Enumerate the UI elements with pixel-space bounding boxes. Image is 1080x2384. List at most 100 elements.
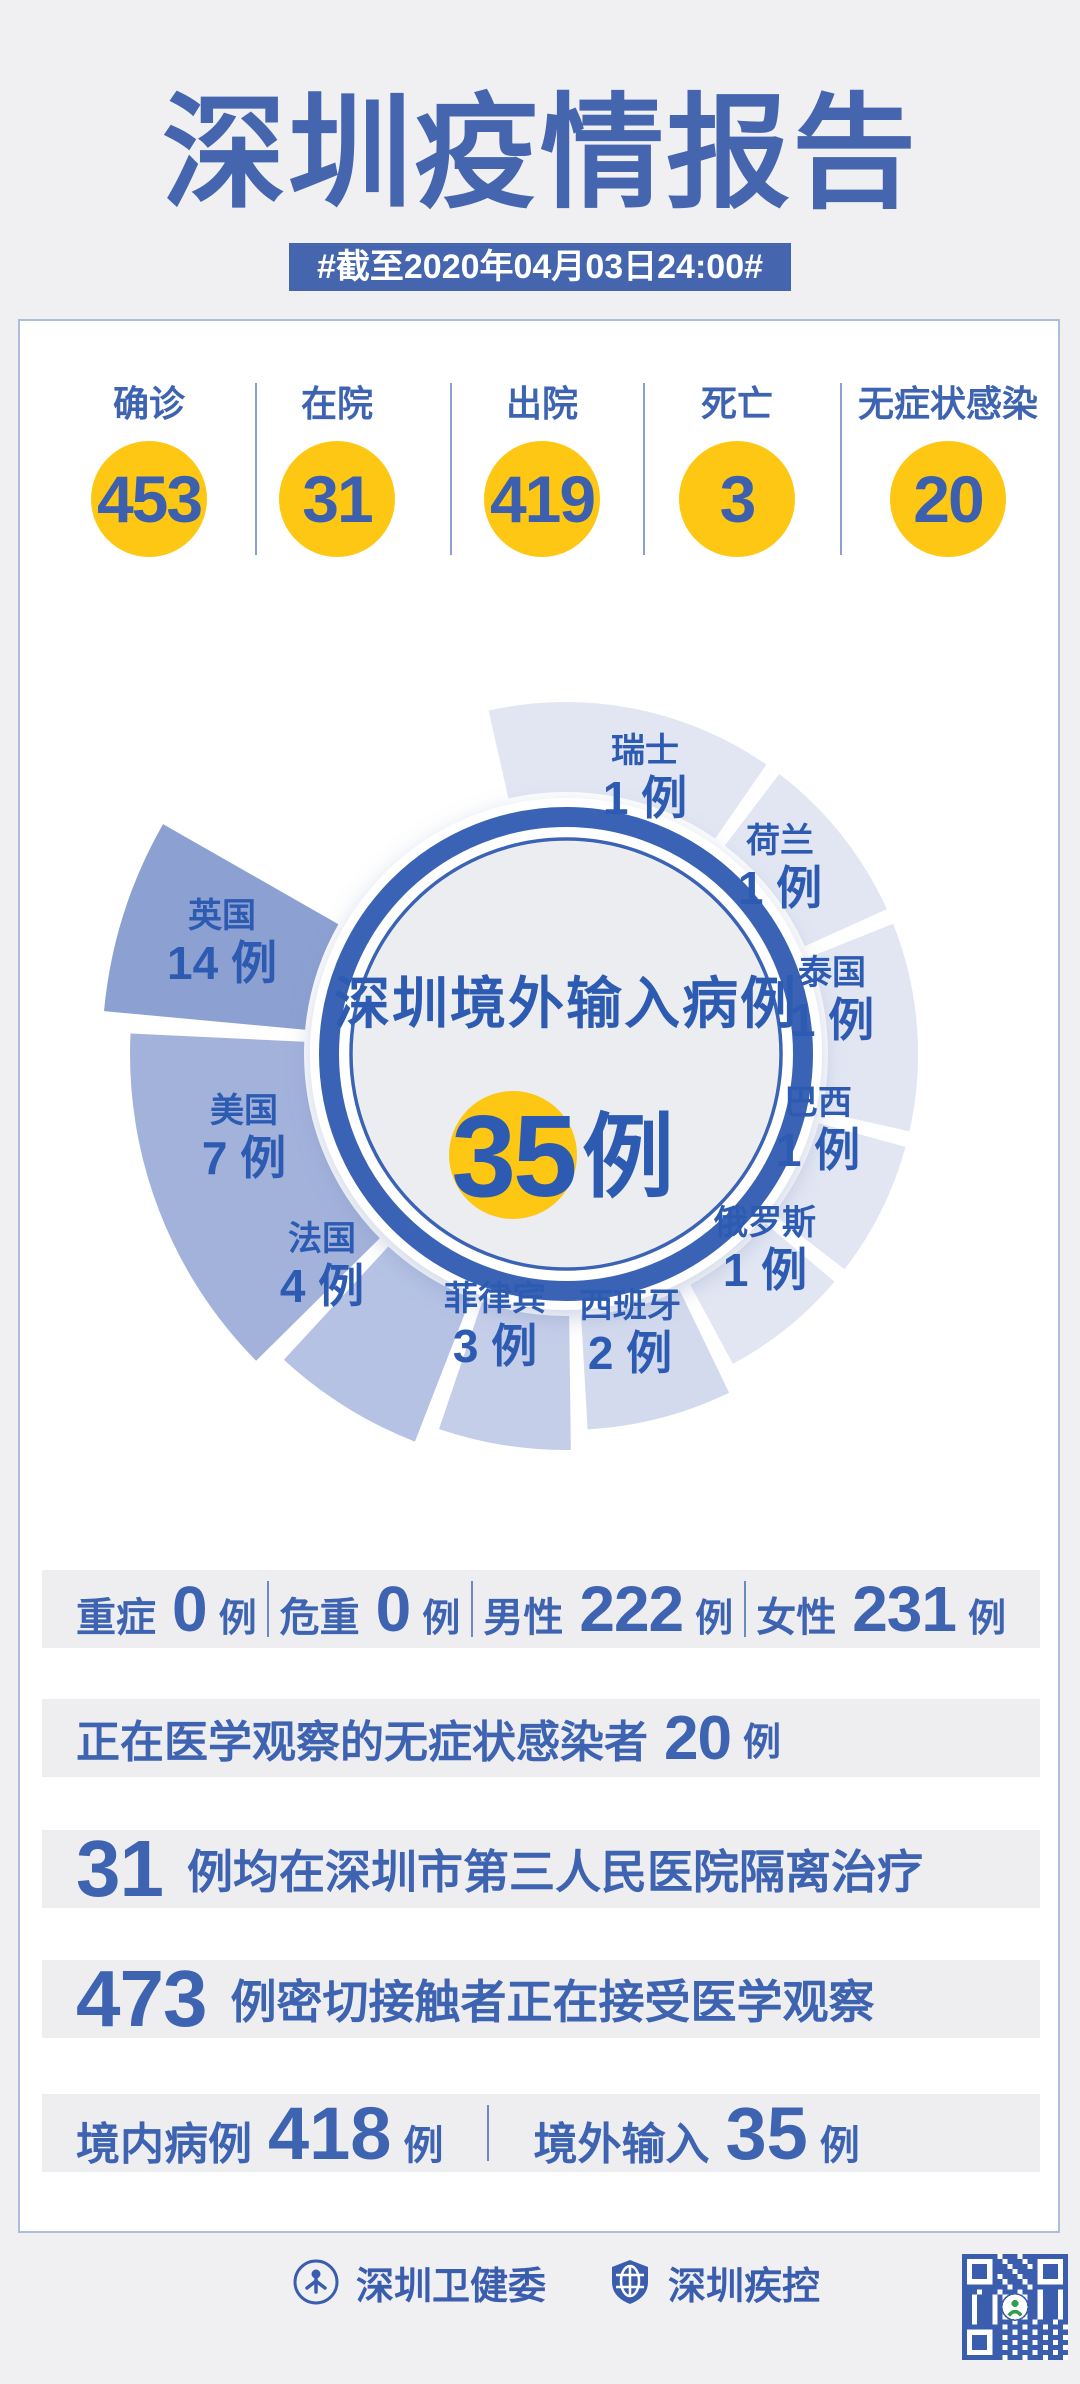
stat-value: 418 [268,2091,392,2175]
stat-unit: 例 [422,1598,461,1640]
wheel-label-count: 1 例 [603,772,687,824]
report-date-banner: #截至2020年04月03日24:00# [0,243,1080,291]
imported-cases-stat: 境外输入 35 例 [533,2091,859,2176]
wheel-segment-巴西 [773,1123,906,1270]
divider [743,1581,746,1637]
report-card: 确诊 453 在院 31 出院 419 死亡 3 无症状感染 20 重症 0 [18,319,1060,2233]
severity-gender-row: 重症 0 例 危重 0 例 男性 222 例 女性 231 例 [42,1570,1040,1648]
wheel-label-country: 瑞士 [611,732,679,770]
stat-unit: 例 [819,2123,860,2168]
footer-org-cdc: 深圳疾控 [608,2256,820,2308]
stat-divider [840,383,842,555]
wheel-label-count: 4 例 [280,1260,364,1312]
stat-value: 453 [96,462,203,536]
row-value: 20 [664,1703,732,1773]
stat-value: 0 [375,1573,412,1645]
stat-label: 境外输入 [533,2119,710,2169]
wheel-label-country: 西班牙 [579,1287,681,1325]
stat-value: 231 [852,1573,957,1645]
wheel-segment-瑞士 [488,701,767,839]
divider [487,2105,490,2161]
wheel-label-country: 俄罗斯 [713,1204,816,1242]
row-value: 473 [76,1954,207,2043]
stat-label: 女性 [756,1596,837,1640]
footer-org-name: 深圳疾控 [668,2265,821,2308]
critical-stat: 危重 0 例 [280,1572,461,1646]
wheel-label-count: 7 例 [202,1132,286,1184]
stat-label: 重症 [76,1596,156,1640]
stat-label: 无症状感染 [857,383,1038,424]
wheel-label-country: 美国 [210,1092,278,1130]
stat-discharged: 出院 419 [452,381,632,557]
stat-unit: 例 [403,2123,444,2168]
severe-stat: 重症 0 例 [76,1572,257,1646]
wheel-total-value: 35 [451,1091,575,1221]
wheel-segment-英国 [104,824,339,1030]
wheel-segment-法国 [283,1246,471,1442]
wheel-label-count: 1 例 [723,1244,807,1296]
wheel-total-unit: 例 [582,1107,674,1209]
wheel-label-count: 1 例 [790,994,874,1046]
wheel-label-count: 14 例 [167,937,277,989]
close-contacts-row: 473 例密切接触者正在接受医学观察 [42,1954,1040,2043]
wheel-label-country: 荷兰 [746,822,814,860]
wheel-label-count: 1 例 [776,1124,860,1176]
stat-deaths: 死亡 3 [647,381,827,557]
wheel-segment-西班牙 [581,1290,730,1430]
wheel-label-country: 巴西 [784,1084,852,1122]
stat-divider [643,383,645,555]
wheel-label-count: 1 例 [738,862,822,914]
footer-org-name: 深圳卫健委 [356,2265,547,2308]
domestic-cases-stat: 境内病例 418 例 [76,2091,443,2176]
stat-value: 31 [302,462,373,536]
wheel-label-country: 泰国 [798,954,866,992]
domestic-imported-row: 境内病例 418 例 境外输入 35 例 [42,2092,1040,2175]
report-date-text: #截至2020年04月03日24:00# [288,243,792,291]
stat-value: 3 [719,462,757,536]
wheel-label-country: 菲律宾 [444,1280,546,1318]
stat-label: 在院 [300,383,373,424]
wheel-label-country: 英国 [188,897,256,935]
stat-unit: 例 [218,1598,257,1640]
hospital-isolation-row: 31 例均在深圳市第三人民医院隔离治疗 [42,1824,1040,1913]
stat-value: 419 [489,462,596,536]
stat-label: 境内病例 [76,2119,252,2169]
qr-code [962,2254,1068,2360]
stat-value: 20 [913,462,984,536]
stat-value-badge: 419 [484,441,600,557]
stat-divider [255,383,257,555]
stat-divider [450,383,452,555]
divider [267,1581,270,1637]
stat-label: 危重 [279,1596,360,1640]
stat-label: 出院 [505,383,578,424]
row-unit: 例 [742,1721,781,1764]
wheel-label-country: 法国 [288,1220,356,1258]
wheel-segment-美国 [130,1033,380,1361]
stat-value: 0 [172,1573,208,1645]
stat-value-badge: 31 [279,441,395,557]
footer-org-health-commission: 深圳卫健委 [292,2256,546,2308]
wheel-segment-荷兰 [724,774,887,947]
wheel-label-count: 2 例 [588,1327,672,1379]
asymptomatic-observation-row: 正在医学观察的无症状感染者 20 例 [42,1699,1040,1777]
stat-unit: 例 [967,1598,1006,1640]
health-commission-logo-icon [293,2259,339,2305]
wheel-label-count: 3 例 [453,1320,537,1372]
stat-in-hospital: 在院 31 [247,381,427,557]
row-text: 例密切接触者正在接受医学观察 [230,1976,875,2028]
stat-value: 222 [579,1573,684,1645]
wheel-segment-泰国 [809,923,919,1132]
cdc-logo-icon [612,2260,648,2304]
stat-label: 死亡 [700,383,773,424]
stat-label: 男性 [483,1596,564,1640]
female-stat: 女性 231 例 [756,1572,1006,1646]
stat-value-badge: 20 [890,441,1006,557]
wheel-segment-菲律宾 [439,1302,571,1451]
row-value: 31 [76,1824,164,1913]
stat-value: 35 [725,2091,808,2175]
male-stat: 男性 222 例 [483,1572,733,1646]
page-title: 深圳疫情报告 [161,85,918,223]
stat-asymptomatic: 无症状感染 20 [828,381,1068,557]
